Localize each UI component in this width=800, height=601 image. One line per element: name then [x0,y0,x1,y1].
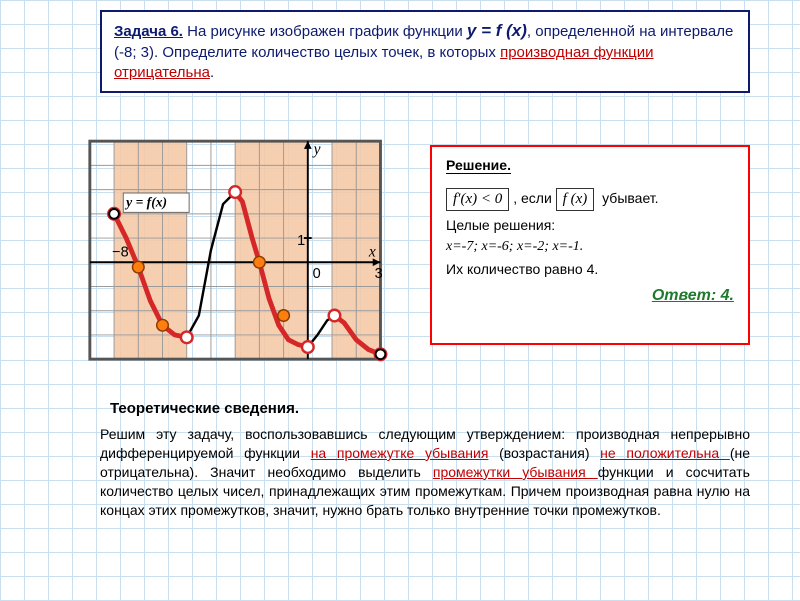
theory-u2: не положительна [600,445,730,461]
cond-tail: убывает. [598,190,658,206]
cond-mid: , если [513,190,555,206]
svg-text:y = f(x): y = f(x) [124,195,167,211]
theory-u3: промежутки убывания [433,464,598,480]
function-chart: y x 0 1 −8 3 y = f(x) [85,135,395,375]
solution-title: Решение. [446,157,511,174]
svg-text:3: 3 [375,266,383,282]
solution-condition: f′(x) < 0, если f (x) убывает. [446,188,734,211]
count-line: Их количество равно 4. [446,261,734,277]
svg-text:0: 0 [313,266,321,282]
solution-box: Решение. f′(x) < 0, если f (x) убывает. … [430,145,750,345]
theory-u1: на промежутке убывания [311,445,489,461]
task-text-a: На рисунке изображен график функции [183,23,467,40]
cond-f: f (x) [556,188,595,211]
svg-text:−8: −8 [112,244,129,260]
task-number: Задача 6. [114,23,183,40]
answer-text: Ответ: 4. [446,287,734,305]
task-box: Задача 6. На рисунке изображен график фу… [100,10,750,93]
cond-fprime: f′(x) < 0 [446,188,509,211]
theory-text: Решим эту задачу, воспользовавшись следу… [100,425,750,519]
ints-label: Целые решения: [446,217,734,233]
task-trail: . [210,64,214,81]
svg-text:1: 1 [297,233,305,249]
svg-text:x: x [368,243,376,260]
task-function: y = f (x) [467,21,527,40]
ints-values: x=-7; x=-6; x=-2; x=-1. [446,239,734,255]
theory-p1b: (возрастания) [488,445,600,461]
svg-text:y: y [312,141,321,158]
theory-title: Теоретические сведения. [110,400,299,417]
